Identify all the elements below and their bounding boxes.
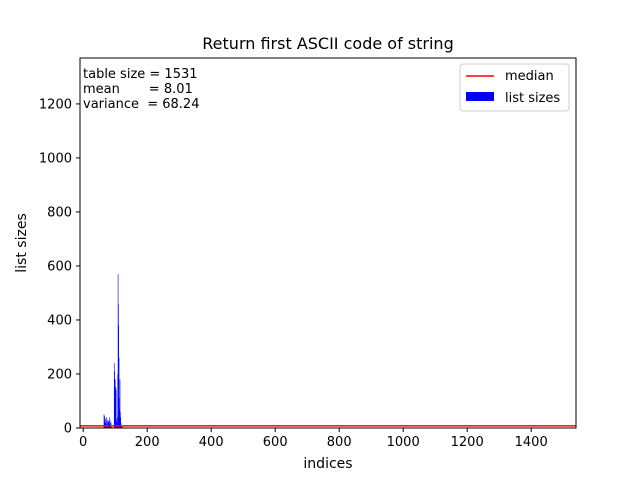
y-tick-label: 200 [47, 367, 72, 382]
x-ticks: 0 200 400 600 800 1000 1200 1400 [79, 428, 548, 450]
stats-line-table-size: table size = 1531 [83, 67, 198, 82]
bar [110, 426, 111, 428]
bar [121, 425, 122, 428]
bar [106, 425, 108, 428]
x-axis-label: indices [303, 456, 352, 472]
bar [108, 422, 110, 428]
stats-box: table size = 1531 mean = 8.01 variance =… [83, 67, 199, 112]
y-tick-label: 600 [47, 259, 72, 274]
y-ticks: 0 200 400 600 800 1000 1200 [39, 97, 80, 437]
bar [117, 417, 118, 428]
bar [117, 373, 119, 428]
legend-bars-swatch [466, 92, 494, 101]
bar [120, 425, 122, 428]
legend-median-label: median [505, 69, 554, 84]
stats-line-variance: variance = 68.24 [83, 97, 199, 112]
bar [120, 411, 121, 428]
x-tick-label: 200 [135, 435, 160, 450]
bar [119, 409, 120, 428]
bar [121, 426, 123, 428]
bar [106, 417, 107, 428]
y-tick-label: 0 [64, 422, 72, 437]
bar [109, 417, 111, 428]
bar [105, 421, 107, 428]
bar [119, 379, 121, 428]
bar [116, 425, 118, 428]
bar [119, 398, 120, 428]
bar [118, 325, 120, 428]
x-tick-label: 400 [199, 435, 224, 450]
bar [108, 425, 109, 428]
bar [113, 363, 115, 428]
bar [109, 421, 110, 428]
bar [108, 426, 110, 428]
bar [118, 303, 119, 428]
plot-frame [79, 57, 577, 429]
legend-bars-label: list sizes [505, 91, 560, 106]
x-tick-label: 1400 [515, 435, 548, 450]
y-tick-label: 1200 [39, 97, 72, 112]
x-tick-label: 1000 [387, 435, 420, 450]
bars-layer [103, 274, 123, 428]
bar [115, 387, 117, 428]
bar [114, 371, 115, 428]
bar [104, 419, 105, 428]
stats-line-mean: mean = 8.01 [83, 82, 193, 97]
x-tick-label: 0 [79, 435, 87, 450]
bar [114, 379, 116, 428]
x-tick-label: 600 [263, 435, 288, 450]
x-tick-label: 800 [327, 435, 352, 450]
bar [116, 419, 117, 428]
bar [103, 414, 105, 428]
chart-title: Return first ASCII code of string [202, 34, 453, 53]
bar [109, 419, 111, 428]
bar [114, 379, 116, 428]
bar [120, 417, 121, 428]
bar [107, 419, 108, 428]
y-tick-label: 800 [47, 205, 72, 220]
bar [118, 357, 120, 428]
bar [115, 390, 117, 428]
bar [105, 418, 106, 428]
bar [107, 420, 109, 428]
bar [115, 403, 116, 428]
y-axis-label: list sizes [14, 213, 30, 272]
y-tick-label: 1000 [39, 151, 72, 166]
y-tick-label: 400 [47, 313, 72, 328]
bar [117, 274, 119, 428]
x-tick-label: 1200 [451, 435, 484, 450]
bar [104, 415, 105, 428]
legend: median list sizes [459, 63, 570, 112]
